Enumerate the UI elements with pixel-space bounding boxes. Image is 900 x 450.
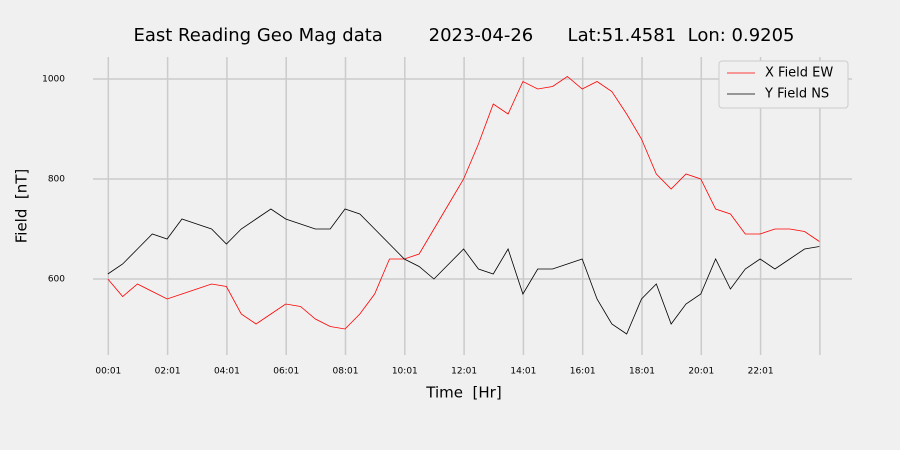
x-tick-label: 22:01: [748, 367, 774, 377]
x-tick-label: 04:01: [214, 367, 240, 377]
series-line: [107, 75, 820, 330]
legend-label: Y Field NS: [764, 87, 829, 102]
x-axis-label: Time [Hr]: [425, 384, 501, 402]
y-axis-label: Field [nT]: [13, 169, 31, 244]
y-tick-label: 1000: [42, 75, 65, 85]
chart-title: East Reading Geo Mag data 2023-04-26 Lat…: [133, 25, 794, 46]
y-tick-label: 800: [48, 175, 65, 185]
x-tick-label: 18:01: [629, 367, 655, 377]
x-tick-label: 12:01: [451, 367, 477, 377]
x-tick-label: 02:01: [155, 367, 181, 377]
legend-label: X Field EW: [765, 66, 833, 81]
x-tick-label: 10:01: [392, 367, 418, 377]
y-tick-label: 600: [48, 275, 65, 285]
x-tick-label: 14:01: [510, 367, 536, 377]
series-line: [107, 208, 820, 335]
x-tick-label: 08:01: [333, 367, 359, 377]
x-tick-label: 20:01: [688, 367, 714, 377]
x-tick-label: 16:01: [570, 367, 596, 377]
x-tick-label: 00:01: [95, 367, 121, 377]
x-tick-label: 06:01: [273, 367, 299, 377]
